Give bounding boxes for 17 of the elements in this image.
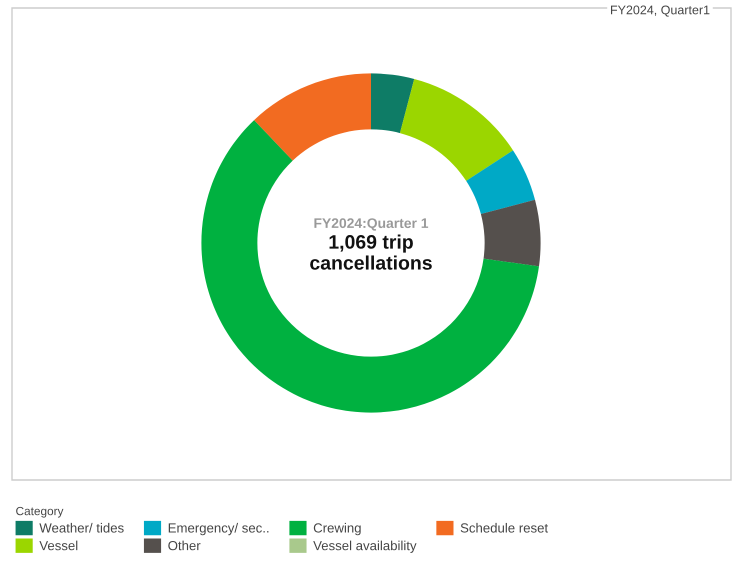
donut-slice bbox=[466, 150, 536, 214]
donut-slice bbox=[400, 78, 514, 181]
legend-label: Weather/ tides bbox=[39, 522, 124, 533]
donut-slice bbox=[371, 73, 414, 134]
legend-label: Other bbox=[168, 540, 200, 550]
legend-label: Vessel bbox=[39, 540, 78, 550]
donut-slice bbox=[201, 120, 539, 413]
legend-label: Vessel availability bbox=[313, 540, 417, 553]
text: 1,069 trip cancellations bbox=[310, 234, 432, 270]
donut-slice bbox=[480, 200, 541, 266]
legend-label: Emergency/ sec.. bbox=[168, 522, 268, 536]
text: FY2024:Quarter 1 bbox=[314, 218, 428, 231]
text: FY2024, Quarter1 bbox=[611, 6, 710, 17]
legend-title: Category bbox=[16, 506, 64, 518]
legend-label: Schedule reset bbox=[460, 522, 548, 533]
legend-label: Crewing bbox=[314, 522, 361, 536]
donut-slice bbox=[254, 73, 371, 161]
